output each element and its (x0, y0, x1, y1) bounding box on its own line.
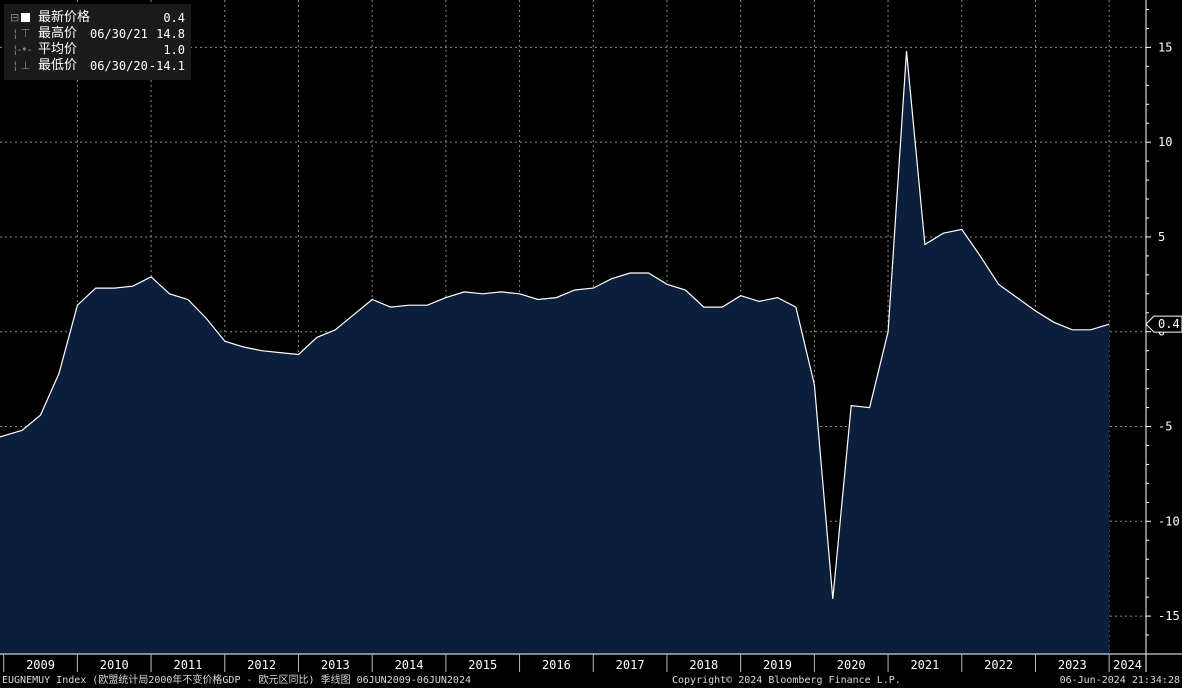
x-tick-label: 2019 (763, 658, 792, 672)
axes (0, 0, 1182, 672)
y-tick-label: -5 (1158, 420, 1172, 434)
average-marker-icon: ¦-•- (10, 43, 32, 56)
legend-date: 06/30/20 (90, 59, 148, 73)
legend-value: 0.4 (163, 11, 185, 25)
x-tick-label: 2015 (468, 658, 497, 672)
legend-box: ⊟ 最新价格 0.4 ¦ ⊤ 最高价 06/30/21 14.8 ¦-•- 平均… (4, 4, 191, 80)
legend-row-avg: ¦-•- 平均价 1.0 (4, 42, 191, 58)
last-value-marker: 0.4 (1145, 315, 1182, 333)
legend-value: 14.8 (156, 27, 185, 41)
legend-label: 最低价 (38, 58, 78, 73)
high-marker-icon: ¦ ⊤ (10, 27, 31, 40)
x-tick-label: 2016 (542, 658, 571, 672)
x-tick-label: 2018 (689, 658, 718, 672)
series-line (0, 51, 1110, 600)
y-axis-ticks: 151050-5-10-15 (1146, 8, 1180, 636)
footer-copyright: Copyright© 2024 Bloomberg Finance L.P. (672, 675, 901, 686)
y-tick-label: 5 (1158, 230, 1165, 244)
x-tick-label: 2012 (247, 658, 276, 672)
legend-label: 最高价 (38, 26, 78, 41)
y-tick-label: 10 (1158, 135, 1172, 149)
legend-row-high: ¦ ⊤ 最高价 06/30/21 14.8 (4, 26, 191, 42)
low-marker-icon: ¦ ⊥ (10, 59, 31, 72)
legend-label: 最新价格 (38, 10, 91, 25)
x-tick-label: 2017 (616, 658, 645, 672)
legend-date: 06/30/21 (90, 27, 148, 41)
y-tick-label: 15 (1158, 40, 1172, 54)
footer-timestamp: 06-Jun-2024 21:34:28 (1059, 675, 1180, 686)
legend-label: 平均价 (38, 42, 78, 57)
x-tick-label: 2021 (910, 658, 939, 672)
x-tick-label: 2009 (26, 658, 55, 672)
legend-value: 1.0 (163, 43, 185, 57)
legend-collapse-icon[interactable]: ⊟ (10, 10, 34, 26)
x-tick-label: 2024 (1113, 658, 1142, 672)
legend-value: -14.1 (148, 59, 185, 73)
x-tick-label: 2010 (100, 658, 129, 672)
x-tick-label: 2020 (837, 658, 866, 672)
legend-row-last: ⊟ 最新价格 0.4 (4, 10, 191, 26)
x-tick-label: 2023 (1058, 658, 1087, 672)
x-tick-label: 2014 (395, 658, 424, 672)
y-tick-label: -10 (1158, 514, 1180, 528)
area-fill (0, 51, 1110, 654)
last-value-tag (1145, 315, 1182, 333)
y-tick-label: -15 (1158, 609, 1180, 623)
footer-ticker-description: EUGNEMUY Index (欧盟统计局2000年不变价格GDP - 欧元区同… (2, 675, 471, 686)
x-tick-label: 2013 (321, 658, 350, 672)
last-value-label: 0.4 (1158, 317, 1180, 331)
legend-row-low: ¦ ⊥ 最低价 06/30/20 -14.1 (4, 58, 191, 74)
x-tick-label: 2011 (173, 658, 202, 672)
footer-bar: EUGNEMUY Index (欧盟统计局2000年不变价格GDP - 欧元区同… (0, 673, 1182, 688)
x-axis-ticks: 2009 2010 2011 2012 2013 2014 2015 2016 2017 2018… (3, 654, 1142, 672)
x-tick-label: 2022 (984, 658, 1013, 672)
